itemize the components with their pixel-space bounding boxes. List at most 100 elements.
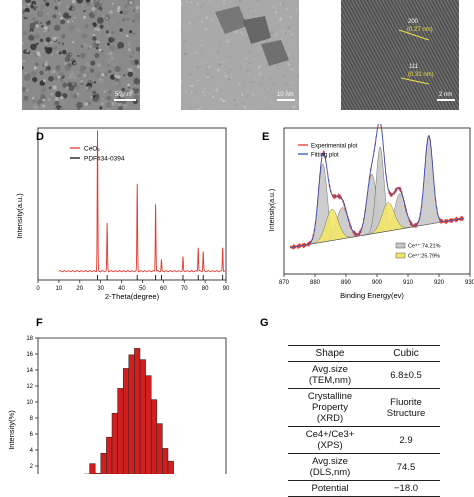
tem-a-particle (61, 42, 65, 46)
tem-a-speckle (96, 40, 100, 44)
tem-a-speckle (110, 56, 115, 61)
tem-a-speckle (93, 29, 95, 32)
tem-c-marker-200 (398, 29, 430, 41)
histogram-bar (100, 452, 107, 474)
tem-b-noise (210, 85, 212, 87)
x-tick-label-e: 890 (341, 280, 352, 286)
tem-b-noise (246, 94, 250, 98)
tem-a-particle (29, 18, 32, 22)
tem-a-particle (52, 14, 57, 19)
tem-b-noise (256, 0, 259, 2)
tem-b-noise (257, 48, 261, 52)
tem-b-noise (227, 70, 231, 74)
tem-a-particle (106, 102, 112, 108)
x-tick-label-d: 20 (76, 286, 83, 292)
tem-b-noise (204, 28, 207, 31)
tem-a-particle (35, 6, 38, 9)
tem-a-particle (89, 102, 92, 105)
tem-a-particle (24, 7, 30, 13)
legend-swatch-ce3 (395, 252, 406, 259)
tem-b-noise (198, 97, 201, 101)
tem-a-particle (48, 86, 52, 90)
tem-a-speckle (67, 20, 70, 24)
tem-b-noise (194, 90, 197, 93)
tem-a-speckle (73, 62, 77, 65)
tem-a-particle (85, 1, 91, 7)
tem-b-noise (277, 74, 279, 77)
tem-a-speckle (60, 96, 64, 100)
tem-b-noise (283, 94, 286, 96)
tem-b-noise (290, 43, 293, 45)
tem-b-noise (246, 57, 248, 60)
tem-a-particle (68, 85, 75, 92)
tem-b-noise (217, 74, 219, 77)
tem-a-particle (38, 90, 44, 96)
tem-a-particle (30, 70, 37, 77)
tem-c-fringe (341, 62, 367, 110)
tem-b-noise (243, 63, 246, 66)
tem-b-noise (286, 8, 289, 11)
tem-a-particle (45, 37, 51, 43)
tem-c-fringe (390, 0, 452, 110)
tem-b-noise (205, 72, 209, 76)
tem-a-speckle (84, 101, 89, 106)
tem-a-speckle (106, 89, 109, 92)
tem-b-noise (252, 57, 256, 60)
tem-a-particle (53, 46, 58, 50)
legend-label-ce3: Ce³⁺:25.79% (408, 253, 440, 260)
tem-b-noise (277, 87, 281, 91)
tem-b-noise (232, 72, 234, 75)
histogram-bar (134, 348, 141, 474)
tem-b-noise (281, 2, 285, 6)
lattice-label-111: 111 (409, 64, 419, 70)
tem-a-speckle (57, 75, 61, 79)
tem-b-noise (219, 44, 221, 46)
tem-b-noise (196, 51, 199, 54)
tem-b-noise (204, 75, 207, 78)
tem-a-particle (45, 68, 48, 72)
tem-b-noise (196, 66, 200, 69)
tem-b-noise (184, 94, 186, 96)
tem-b-noise (247, 8, 250, 10)
tem-a-particle (97, 96, 100, 100)
tem-b-noise (199, 6, 202, 9)
tem-b-noise (181, 91, 183, 94)
tem-b-noise (285, 84, 288, 87)
tem-c-fringe (341, 87, 353, 110)
histogram-bar (128, 354, 135, 474)
tem-a-speckle (83, 15, 87, 19)
tem-b-noise (181, 29, 183, 32)
tem-b-noise (288, 52, 291, 55)
series-line-fitting (290, 124, 464, 248)
tem-c-marker-111 (400, 77, 430, 85)
tem-b-noise (223, 72, 226, 74)
tem-b-noise (289, 109, 292, 110)
tem-a-particle (77, 54, 80, 57)
tem-a-speckle (113, 74, 117, 78)
tem-a-particle (76, 101, 83, 109)
tem-c-fringe (341, 69, 364, 110)
legend-label-ceo2: CeO₂ (84, 146, 100, 153)
tem-a-particle (53, 102, 57, 106)
tem-b-noise (239, 67, 243, 70)
tem-a-particle (119, 28, 123, 32)
tem-a-particle (133, 13, 140, 20)
series-line-ceo2 (58, 130, 226, 273)
tem-b-noise (269, 3, 272, 6)
y-tick-label-f: 16 (26, 352, 33, 358)
tem-a-particle (48, 20, 51, 23)
tem-a-speckle (111, 2, 114, 5)
tem-a-particle (98, 51, 106, 58)
tem-c-fringe (353, 0, 415, 110)
tem-a-particle (100, 60, 104, 64)
tem-b-noise (253, 9, 256, 12)
tem-a-particle (32, 98, 37, 104)
tem-b-noise (229, 68, 233, 71)
tem-a-particle (100, 68, 106, 74)
tem-b-noise (225, 38, 229, 42)
tem-b-noise (290, 33, 293, 36)
tem-b-noise (193, 96, 196, 99)
tem-b-noise (190, 1, 193, 4)
tem-a-speckle (72, 41, 75, 44)
tem-a-speckle (117, 103, 122, 107)
